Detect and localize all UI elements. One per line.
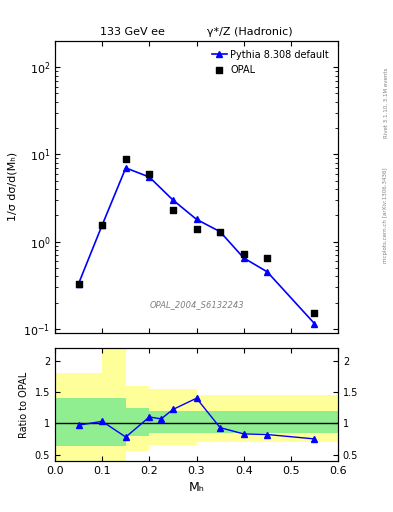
OPAL <box>193 225 200 233</box>
Y-axis label: Ratio to OPAL: Ratio to OPAL <box>19 371 29 438</box>
Pythia 8.308 default <box>241 255 246 261</box>
Pythia 8.308 default <box>100 222 105 228</box>
Text: OPAL_2004_S6132243: OPAL_2004_S6132243 <box>149 301 244 309</box>
Line: Pythia 8.308 default: Pythia 8.308 default <box>75 164 318 327</box>
Pythia 8.308 default <box>76 281 81 287</box>
Pythia 8.308 default <box>123 165 128 171</box>
X-axis label: Mₕ: Mₕ <box>189 481 204 494</box>
Pythia 8.308 default <box>147 174 152 180</box>
Title: 133 GeV ee            γ*/Z (Hadronic): 133 GeV ee γ*/Z (Hadronic) <box>100 28 293 37</box>
OPAL <box>241 250 247 258</box>
OPAL <box>99 221 105 229</box>
Text: Rivet 3.1.10, 3.1M events: Rivet 3.1.10, 3.1M events <box>383 67 388 138</box>
Text: mcplots.cern.ch [arXiv:1306.3436]: mcplots.cern.ch [arXiv:1306.3436] <box>383 167 388 263</box>
Pythia 8.308 default <box>194 216 199 222</box>
Pythia 8.308 default <box>171 197 175 203</box>
Legend: Pythia 8.308 default, OPAL: Pythia 8.308 default, OPAL <box>208 46 333 78</box>
OPAL <box>217 227 223 236</box>
Pythia 8.308 default <box>265 269 270 275</box>
OPAL <box>311 309 318 317</box>
Pythia 8.308 default <box>312 321 317 327</box>
OPAL <box>146 169 152 178</box>
OPAL <box>170 206 176 214</box>
OPAL <box>75 280 82 288</box>
Pythia 8.308 default <box>218 228 222 234</box>
OPAL <box>264 254 270 262</box>
OPAL <box>123 155 129 163</box>
Y-axis label: 1/σ dσ/d(Mₕ): 1/σ dσ/d(Mₕ) <box>7 152 18 222</box>
